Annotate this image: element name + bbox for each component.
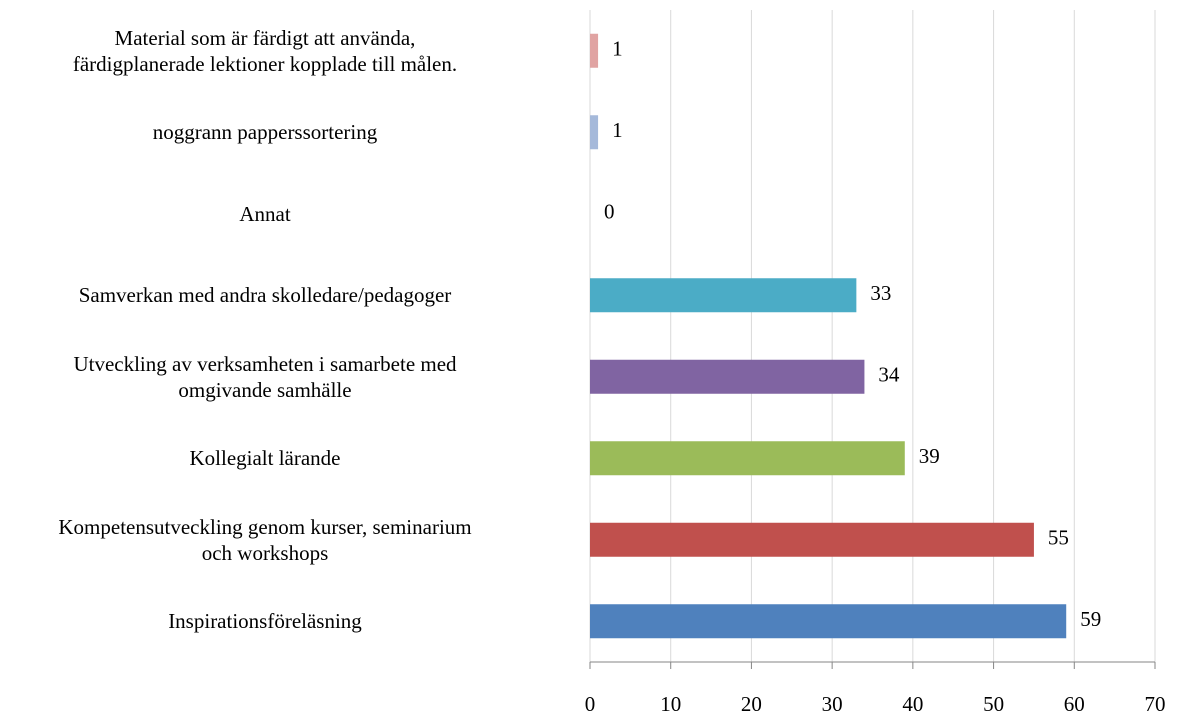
- category-label: Material som är färdigt att använda, fär…: [72, 25, 458, 76]
- x-tick-label: 60: [1064, 692, 1085, 716]
- value-label: 34: [878, 363, 900, 387]
- value-label: 55: [1048, 526, 1069, 550]
- x-tick-label: 0: [585, 692, 596, 716]
- x-tick-label: 30: [822, 692, 843, 716]
- bar: [590, 359, 865, 394]
- value-label: 0: [604, 200, 615, 224]
- bar: [590, 522, 1034, 557]
- category-label: noggrann papperssortering: [152, 120, 378, 145]
- category-label: Utveckling av verksamheten i samarbete m…: [73, 351, 457, 402]
- x-tick-label: 20: [741, 692, 762, 716]
- category-label: Kompetensutveckling genom kurser, semina…: [58, 514, 472, 565]
- bar: [590, 33, 599, 68]
- category-label: Kollegialt lärande: [189, 446, 341, 471]
- bar: [590, 278, 857, 313]
- category-label: Samverkan med andra skolledare/pedagoger: [78, 283, 452, 308]
- category-label: Annat: [239, 201, 291, 226]
- x-tick-label: 40: [902, 692, 923, 716]
- value-label: 1: [612, 37, 623, 61]
- x-tick-label: 50: [983, 692, 1004, 716]
- value-label: 1: [612, 118, 623, 142]
- bar: [590, 115, 599, 150]
- x-tick-label: 10: [660, 692, 681, 716]
- bar: [590, 604, 1067, 639]
- value-label: 33: [870, 281, 891, 305]
- x-tick-label: 70: [1145, 692, 1166, 716]
- category-label: Inspirationsföreläsning: [168, 609, 362, 634]
- bar: [590, 441, 905, 476]
- value-label: 39: [919, 444, 940, 468]
- value-label: 59: [1080, 607, 1101, 631]
